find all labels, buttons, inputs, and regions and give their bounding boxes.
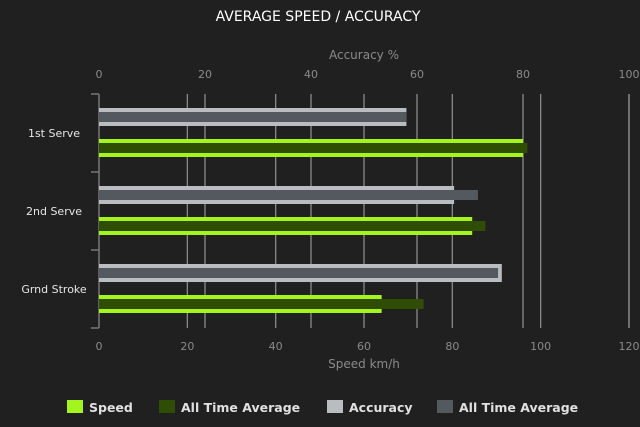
- speed-tick-label: 20: [180, 340, 194, 353]
- top-axis-label: Accuracy %: [329, 48, 399, 62]
- speed-tick-label: 80: [445, 340, 459, 353]
- legend-swatch: [67, 400, 83, 413]
- speed-tick-label: 100: [530, 340, 551, 353]
- accuracy-tick-label: 80: [516, 68, 530, 81]
- accuracy-tick-label: 20: [198, 68, 212, 81]
- accuracy-tick-label: 0: [96, 68, 103, 81]
- bar-speed-all-time-average: [99, 143, 528, 153]
- bottom-axis-label: Speed km/h: [328, 357, 400, 371]
- category-label: 1st Serve: [28, 127, 80, 140]
- legend-label: All Time Average: [459, 400, 578, 415]
- bar-speed-all-time-average: [99, 299, 424, 309]
- accuracy-tick-label: 100: [619, 68, 640, 81]
- legend-item[interactable]: Speed: [67, 400, 133, 415]
- legend-label: Accuracy: [349, 400, 413, 415]
- bar-accuracy-all-time-average: [99, 268, 499, 278]
- category-label: 2nd Serve: [26, 205, 82, 218]
- chart-title: AVERAGE SPEED / ACCURACY: [216, 9, 421, 25]
- legend-label: All Time Average: [181, 400, 300, 415]
- legend-label: Speed: [89, 400, 133, 415]
- speed-tick-label: 120: [619, 340, 640, 353]
- legend-swatch: [437, 400, 453, 413]
- bar-accuracy-all-time-average: [99, 112, 407, 122]
- accuracy-tick-label: 60: [410, 68, 424, 81]
- category-label: Grnd Stroke: [21, 283, 87, 296]
- legend-item[interactable]: All Time Average: [159, 400, 300, 415]
- legend-item[interactable]: All Time Average: [437, 400, 578, 415]
- speed-tick-label: 60: [357, 340, 371, 353]
- speed-tick-label: 0: [96, 340, 103, 353]
- speed-tick-label: 40: [269, 340, 283, 353]
- accuracy-tick-label: 40: [304, 68, 318, 81]
- legend-item[interactable]: Accuracy: [327, 400, 413, 415]
- legend-swatch: [159, 400, 175, 413]
- legend-swatch: [327, 400, 343, 413]
- bar-speed-all-time-average: [99, 221, 486, 231]
- bar-accuracy-all-time-average: [99, 190, 478, 200]
